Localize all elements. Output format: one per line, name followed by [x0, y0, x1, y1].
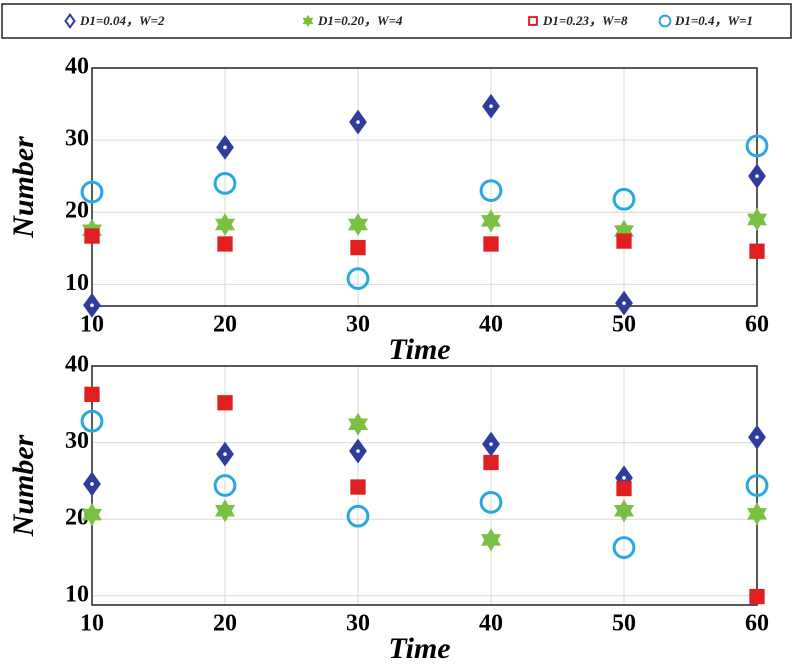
circle-marker [479, 490, 503, 514]
x-tick-label: 60 [745, 611, 769, 637]
star-marker [480, 528, 502, 552]
marker-dot [356, 120, 360, 124]
x-tick-label: 20 [213, 312, 237, 338]
star-marker [214, 212, 236, 237]
circle-marker [658, 14, 672, 28]
star-marker [746, 502, 768, 526]
square-marker [84, 386, 100, 402]
circle-marker [80, 409, 104, 433]
x-tick-label: 50 [612, 611, 636, 637]
x-tick-label: 40 [479, 312, 503, 338]
marker-dot [755, 174, 759, 178]
circle-marker [346, 504, 370, 528]
star-marker [613, 499, 635, 523]
circle-marker [346, 267, 370, 290]
star-marker [347, 212, 369, 237]
plot-frame [91, 365, 758, 606]
square-marker [483, 454, 499, 471]
circle-marker [612, 187, 636, 211]
x-axis-label: Time [388, 632, 450, 665]
square-marker [217, 236, 233, 252]
circle-marker [213, 474, 237, 497]
square-marker [616, 233, 632, 249]
square-marker [749, 588, 765, 605]
y-tick-label: 30 [65, 428, 89, 454]
x-tick-label: 30 [346, 312, 370, 338]
marker-dot [356, 449, 360, 453]
plot-frame [91, 67, 758, 307]
square-marker [84, 228, 100, 244]
square-marker [350, 479, 366, 495]
legend-label: D1=0.4，W=1 [674, 13, 753, 28]
star-marker [302, 14, 314, 28]
legend-label: D1=0.04，W=2 [79, 13, 165, 28]
marker-dot [223, 145, 227, 150]
x-tick-label: 30 [346, 611, 370, 637]
legend-label: D1=0.20，W=4 [317, 13, 403, 28]
y-tick-label: 30 [65, 126, 89, 152]
marker-dot [489, 104, 493, 109]
marker-dot [622, 301, 626, 305]
marker-dot [755, 435, 759, 440]
square-marker [616, 480, 632, 497]
circle-marker [745, 134, 769, 158]
x-tick-label: 40 [479, 611, 503, 637]
circle-marker [612, 536, 636, 559]
marker-dot [223, 452, 227, 456]
square-marker [217, 395, 233, 411]
x-tick-label: 20 [213, 611, 237, 637]
square-marker [483, 236, 499, 252]
marker-dot [489, 442, 493, 446]
circle-marker [213, 171, 237, 195]
square-marker [749, 243, 765, 259]
y-tick-label: 40 [65, 352, 89, 378]
y-tick-label: 20 [65, 198, 89, 224]
star-marker [347, 412, 369, 436]
marker-dot [622, 476, 626, 480]
x-tick-label: 50 [612, 312, 636, 338]
star-marker [613, 219, 635, 243]
square-marker [528, 16, 538, 26]
legend-label: D1=0.23，W=8 [542, 13, 628, 28]
y-axis-label: Number [7, 434, 40, 537]
circle-marker [479, 179, 503, 203]
star-marker [81, 503, 103, 527]
square-marker [350, 239, 366, 256]
diamond-marker [64, 12, 76, 30]
star-marker [480, 209, 502, 233]
star-marker [746, 207, 768, 232]
y-axis-label: Number [7, 136, 40, 239]
x-axis-label: Time [388, 333, 450, 366]
y-tick-label: 10 [65, 270, 89, 296]
x-tick-label: 60 [745, 312, 769, 338]
marker-dot [90, 482, 94, 486]
star-marker [214, 499, 236, 523]
circle-marker [745, 474, 769, 497]
circle-marker [80, 180, 104, 204]
marker-dot [90, 303, 94, 308]
y-tick-label: 10 [65, 581, 89, 607]
x-tick-label: 10 [80, 611, 104, 637]
y-tick-label: 40 [65, 54, 89, 80]
